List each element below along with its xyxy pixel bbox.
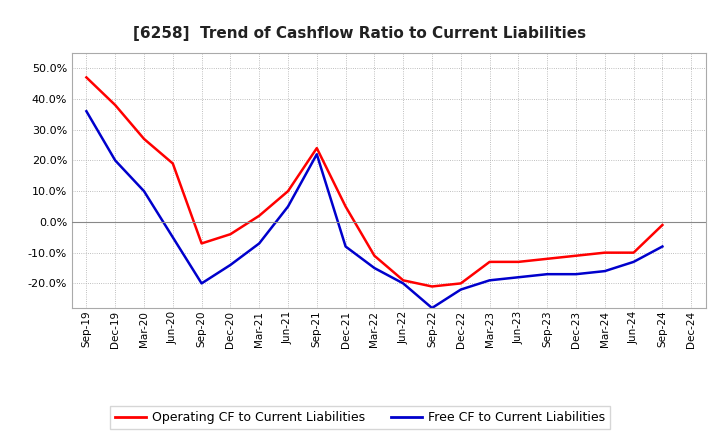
Legend: Operating CF to Current Liabilities, Free CF to Current Liabilities: Operating CF to Current Liabilities, Fre… xyxy=(110,407,610,429)
Free CF to Current Liabilities xyxy=(82,109,91,114)
Operating CF to Current Liabilities xyxy=(82,75,91,80)
Operating CF to Current Liabilities xyxy=(312,146,321,151)
Operating CF to Current Liabilities xyxy=(197,241,206,246)
Operating CF to Current Liabilities xyxy=(658,222,667,227)
Operating CF to Current Liabilities xyxy=(370,253,379,258)
Free CF to Current Liabilities xyxy=(284,204,292,209)
Free CF to Current Liabilities xyxy=(168,235,177,240)
Operating CF to Current Liabilities xyxy=(485,259,494,264)
Free CF to Current Liabilities xyxy=(226,262,235,268)
Free CF to Current Liabilities xyxy=(572,271,580,277)
Operating CF to Current Liabilities xyxy=(168,161,177,166)
Operating CF to Current Liabilities xyxy=(514,259,523,264)
Free CF to Current Liabilities xyxy=(428,305,436,311)
Line: Free CF to Current Liabilities: Free CF to Current Liabilities xyxy=(86,111,662,308)
Free CF to Current Liabilities xyxy=(658,244,667,249)
Operating CF to Current Liabilities xyxy=(255,213,264,218)
Free CF to Current Liabilities xyxy=(255,241,264,246)
Free CF to Current Liabilities xyxy=(514,275,523,280)
Free CF to Current Liabilities xyxy=(600,268,609,274)
Free CF to Current Liabilities xyxy=(456,287,465,292)
Free CF to Current Liabilities xyxy=(312,152,321,157)
Line: Operating CF to Current Liabilities: Operating CF to Current Liabilities xyxy=(86,77,662,286)
Free CF to Current Liabilities xyxy=(197,281,206,286)
Operating CF to Current Liabilities xyxy=(543,256,552,261)
Free CF to Current Liabilities xyxy=(399,281,408,286)
Free CF to Current Liabilities xyxy=(140,188,148,194)
Operating CF to Current Liabilities xyxy=(140,136,148,142)
Operating CF to Current Liabilities xyxy=(629,250,638,255)
Operating CF to Current Liabilities xyxy=(111,103,120,108)
Free CF to Current Liabilities xyxy=(370,265,379,271)
Operating CF to Current Liabilities xyxy=(284,188,292,194)
Operating CF to Current Liabilities xyxy=(341,204,350,209)
Operating CF to Current Liabilities xyxy=(226,231,235,237)
Free CF to Current Liabilities xyxy=(341,244,350,249)
Operating CF to Current Liabilities xyxy=(399,278,408,283)
Operating CF to Current Liabilities xyxy=(428,284,436,289)
Operating CF to Current Liabilities xyxy=(456,281,465,286)
Operating CF to Current Liabilities xyxy=(600,250,609,255)
Operating CF to Current Liabilities xyxy=(572,253,580,258)
Free CF to Current Liabilities xyxy=(111,158,120,163)
Free CF to Current Liabilities xyxy=(629,259,638,264)
Text: [6258]  Trend of Cashflow Ratio to Current Liabilities: [6258] Trend of Cashflow Ratio to Curren… xyxy=(133,26,587,41)
Free CF to Current Liabilities xyxy=(485,278,494,283)
Free CF to Current Liabilities xyxy=(543,271,552,277)
